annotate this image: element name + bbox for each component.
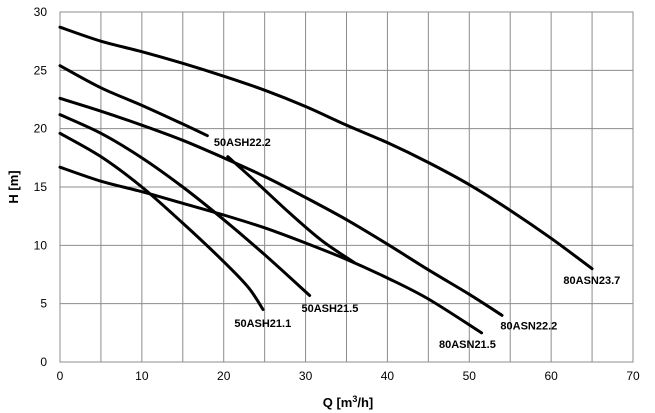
- y-tick-label: 10: [34, 238, 48, 252]
- y-tick-label: 5: [40, 297, 47, 311]
- x-tick-label: 30: [299, 369, 313, 383]
- curve-label: 50ASH21.1: [234, 318, 291, 330]
- y-tick-label: 20: [34, 122, 48, 136]
- curve-label: 50ASH22.2: [214, 137, 271, 149]
- x-tick-label: 10: [135, 369, 149, 383]
- curve-50ash21-5: [58, 113, 312, 297]
- x-tick-label: 0: [57, 369, 64, 383]
- y-tick-label: 30: [34, 5, 48, 19]
- curve-80asn22-2: [58, 96, 504, 317]
- curve-label: 80ASN21.5: [439, 339, 496, 351]
- y-tick-label: 25: [34, 63, 48, 77]
- x-tick-label: 20: [217, 369, 231, 383]
- curves: [58, 25, 594, 335]
- plot-frame: [59, 11, 634, 363]
- x-tick-label: 70: [626, 369, 640, 383]
- x-axis-title-main: Q [m: [323, 395, 353, 410]
- x-axis-title-sup: 3: [352, 394, 357, 404]
- curve-50ash21-1: [58, 131, 265, 311]
- curve-label: 80ASN22.2: [500, 320, 557, 332]
- curve-label: 50ASH21.5: [301, 303, 358, 315]
- grid-lines: [60, 12, 633, 362]
- curve-80asn23-7: [58, 25, 594, 271]
- x-axis-title-end: /h]: [357, 395, 373, 410]
- x-axis-title: Q [m3/h]: [323, 394, 374, 410]
- x-tick-label: 40: [381, 369, 395, 383]
- y-tick-label: 0: [40, 355, 47, 369]
- x-tick-label: 60: [544, 369, 558, 383]
- y-axis-title: H [m]: [6, 170, 21, 203]
- curve-50ash22-2: [58, 64, 209, 138]
- curve-labels: 80ASN23.7 50ASH22.2 80ASN22.2 50ASH21.5 50AS…: [214, 137, 620, 351]
- curve-50ash22-2: [226, 155, 357, 265]
- x-tick-label: 50: [463, 369, 477, 383]
- curve-label: 80ASN23.7: [563, 275, 620, 287]
- tick-labels: 0 10 20 30 40 50 60 70 0 5 10 15 20 25 30: [34, 5, 640, 383]
- curve-80asn21-5: [58, 165, 484, 335]
- y-tick-label: 15: [34, 180, 48, 194]
